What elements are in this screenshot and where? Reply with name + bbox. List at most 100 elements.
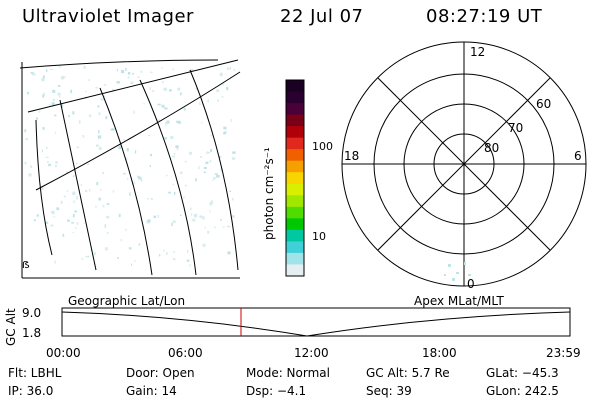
speckle bbox=[128, 247, 132, 250]
geographic-label: Geographic Lat/Lon bbox=[68, 294, 186, 308]
speckle bbox=[95, 87, 99, 89]
speckle bbox=[149, 164, 151, 167]
latitude-line bbox=[35, 71, 241, 191]
status-glon: GLon: 242.5 bbox=[486, 384, 559, 398]
speckle bbox=[221, 96, 224, 98]
speckle bbox=[229, 67, 231, 70]
speckle bbox=[227, 251, 231, 255]
speckle bbox=[163, 87, 167, 91]
colorbar-segment bbox=[286, 229, 304, 242]
speckle bbox=[185, 184, 187, 187]
speckle bbox=[66, 190, 69, 192]
speckle bbox=[198, 166, 200, 170]
speckle bbox=[30, 72, 34, 74]
speckle bbox=[210, 149, 213, 152]
speckle bbox=[73, 200, 75, 203]
speckle bbox=[98, 146, 102, 150]
speckle bbox=[97, 135, 102, 139]
speckle bbox=[68, 115, 70, 117]
speckle bbox=[130, 81, 134, 85]
speckle bbox=[112, 190, 115, 193]
speckle bbox=[233, 68, 235, 71]
aurora-speckles bbox=[24, 66, 236, 267]
speckle bbox=[67, 219, 70, 222]
speckle bbox=[164, 137, 167, 140]
speckle bbox=[205, 161, 209, 164]
speckle bbox=[75, 227, 77, 229]
speckle bbox=[100, 98, 105, 101]
speckle bbox=[41, 149, 43, 153]
speckle bbox=[172, 155, 176, 158]
colorbar-segment bbox=[286, 195, 304, 208]
speckle bbox=[36, 214, 39, 217]
speckle bbox=[214, 226, 216, 229]
speckle bbox=[107, 232, 109, 234]
colorbar-segment bbox=[286, 172, 304, 185]
speckle bbox=[116, 81, 120, 84]
colorbar-segment bbox=[286, 264, 304, 277]
status-ip: IP: 36.0 bbox=[8, 384, 54, 398]
speckle bbox=[118, 213, 121, 218]
speckle bbox=[105, 247, 108, 251]
speckle bbox=[161, 67, 163, 69]
speckle bbox=[76, 196, 78, 200]
colorbar-tick-100: 100 bbox=[312, 140, 333, 153]
speckle bbox=[96, 182, 99, 186]
longitude-line bbox=[59, 99, 97, 271]
speckle bbox=[172, 68, 175, 70]
colorbar-segment bbox=[286, 149, 304, 162]
speckle bbox=[88, 114, 92, 117]
timeline-xtick-1800: 18:00 bbox=[422, 346, 457, 360]
speckle bbox=[125, 229, 127, 231]
speckle bbox=[226, 87, 229, 91]
speckle bbox=[173, 191, 176, 195]
speckle bbox=[138, 176, 142, 180]
speckle bbox=[176, 148, 179, 151]
speckle bbox=[199, 102, 201, 106]
speckle bbox=[27, 92, 29, 95]
mlt-label-12: 12 bbox=[470, 45, 485, 59]
speckle bbox=[162, 80, 164, 84]
speckle bbox=[149, 87, 151, 91]
speckle bbox=[98, 112, 101, 116]
speckle bbox=[148, 135, 151, 137]
speckle bbox=[104, 224, 107, 229]
speckle bbox=[157, 214, 160, 218]
speckle bbox=[127, 178, 129, 180]
speckle bbox=[133, 110, 135, 114]
speckle bbox=[120, 239, 122, 242]
speckle bbox=[31, 73, 36, 76]
speckle bbox=[211, 200, 213, 204]
speckle bbox=[195, 88, 198, 90]
longitude-line bbox=[189, 69, 239, 271]
colorbar-segment bbox=[286, 114, 304, 127]
status-mode: Mode: Normal bbox=[246, 366, 330, 380]
speckle bbox=[43, 92, 45, 96]
colorbar-segment bbox=[286, 126, 304, 139]
speckle bbox=[81, 258, 84, 260]
speckle bbox=[117, 257, 119, 260]
speckle bbox=[44, 221, 49, 224]
timeline-xtick-0000: 00:00 bbox=[46, 346, 81, 360]
colorbar-segment bbox=[286, 183, 304, 196]
speckle bbox=[100, 189, 102, 191]
speckle bbox=[214, 173, 218, 175]
observation-time: 08:27:19 UT bbox=[426, 6, 543, 27]
speckle bbox=[24, 129, 27, 133]
colorbar bbox=[285, 79, 305, 277]
speckle bbox=[95, 205, 97, 209]
speckle bbox=[127, 76, 130, 79]
speckle bbox=[187, 249, 189, 253]
speckle bbox=[229, 190, 232, 193]
speckle bbox=[202, 243, 206, 247]
speckle bbox=[195, 178, 197, 182]
speckle bbox=[72, 111, 75, 115]
speckle bbox=[112, 89, 115, 92]
lat-label-80: 80 bbox=[484, 141, 499, 155]
speckle bbox=[189, 151, 192, 155]
speckle bbox=[223, 131, 226, 135]
speckle bbox=[140, 179, 143, 182]
speckle bbox=[57, 85, 61, 87]
apex-label: Apex MLat/MLT bbox=[414, 294, 504, 308]
speckle bbox=[30, 165, 33, 168]
